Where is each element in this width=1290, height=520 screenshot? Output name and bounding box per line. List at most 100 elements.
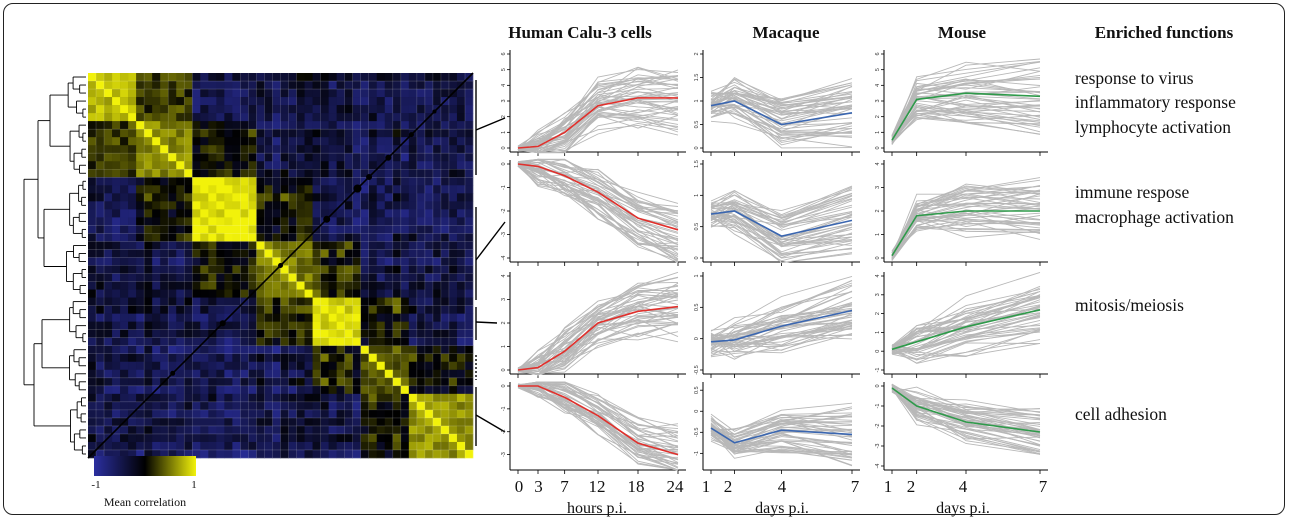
x-tick-macaque-1: 2 bbox=[724, 477, 733, 496]
y-tick-label: -3 bbox=[875, 444, 881, 449]
enriched-functions: response to virus inflammatory response … bbox=[1075, 68, 1236, 424]
y-tick-label: 3 bbox=[875, 293, 881, 296]
x-tick-macaque-0: 1 bbox=[702, 477, 711, 496]
y-tick-label: 0 bbox=[694, 256, 700, 259]
header-functions: Enriched functions bbox=[1095, 23, 1234, 42]
x-tick-human-1: 3 bbox=[534, 477, 543, 496]
y-tick-label: 1 bbox=[875, 331, 881, 334]
header-macaque: Macaque bbox=[752, 23, 820, 42]
x-tick-mouse-2: 4 bbox=[959, 477, 968, 496]
x-axis-mouse: 1 2 4 7 days p.i. bbox=[884, 477, 1048, 517]
x-tick-human-0: 0 bbox=[515, 477, 524, 496]
background-gene-line bbox=[892, 386, 1040, 452]
y-tick-label: -3 bbox=[501, 452, 507, 457]
x-tick-human-4: 18 bbox=[628, 477, 645, 496]
x-axis-human: 0 3 7 12 18 24 hours p.i. bbox=[515, 477, 684, 517]
y-tick-label: -0.5 bbox=[694, 365, 700, 374]
function-3-line-1: mitosis/meiosis bbox=[1075, 295, 1184, 315]
y-tick-label: 4 bbox=[875, 162, 881, 165]
y-tick-label: 0 bbox=[501, 146, 507, 149]
y-tick-label: 0.5 bbox=[694, 386, 700, 394]
y-tick-label: 6 bbox=[501, 52, 507, 55]
background-gene-line bbox=[892, 220, 1040, 260]
panel-2-3: -4 -3 -2 -1 0 bbox=[875, 382, 1048, 474]
panel-2-2: -1 0 1 2 3 4 bbox=[875, 272, 1048, 378]
header-mouse: Mouse bbox=[938, 23, 987, 42]
function-1-line-2: inflammatory response bbox=[1075, 92, 1236, 112]
y-tick-label: 4 bbox=[875, 274, 881, 277]
y-tick-label: 0.5 bbox=[694, 121, 700, 129]
panel-1-2: -0.5 0 0.5 1 bbox=[694, 272, 860, 378]
function-2-line-2: macrophage activation bbox=[1075, 207, 1234, 227]
y-tick-label: 1 bbox=[501, 345, 507, 348]
y-tick-label: -0.5 bbox=[694, 428, 700, 437]
y-tick-label: 1 bbox=[875, 131, 881, 134]
y-tick-label: 1 bbox=[501, 131, 507, 134]
y-tick-label: -2 bbox=[501, 429, 507, 434]
y-tick-label: 3 bbox=[875, 186, 881, 189]
y-tick-label: 2 bbox=[694, 52, 700, 55]
x-tick-human-2: 7 bbox=[560, 477, 569, 496]
legend-title: Mean correlation bbox=[104, 495, 186, 509]
y-tick-label: 4 bbox=[501, 84, 507, 87]
x-tick-human-3: 12 bbox=[589, 477, 606, 496]
legend-colorbar bbox=[94, 456, 196, 476]
y-tick-label: -3 bbox=[501, 232, 507, 237]
background-gene-line bbox=[892, 343, 1040, 363]
y-tick-label: 3 bbox=[501, 99, 507, 102]
x-tick-human-5: 24 bbox=[667, 477, 685, 496]
y-tick-label: 6 bbox=[875, 52, 881, 55]
y-tick-label: 0 bbox=[501, 368, 507, 371]
x-tick-mouse-1: 2 bbox=[907, 477, 916, 496]
y-tick-label: -1 bbox=[875, 368, 881, 373]
function-1-line-3: lymphocyte activation bbox=[1075, 117, 1231, 137]
y-tick-label: 5 bbox=[875, 68, 881, 71]
x-label-mouse: days p.i. bbox=[936, 500, 990, 517]
background-gene-line bbox=[518, 384, 678, 450]
panel-2-0: 0123456 bbox=[875, 50, 1048, 156]
y-tick-label: 3 bbox=[875, 99, 881, 102]
y-tick-label: 1 bbox=[694, 274, 700, 277]
panel-0-3: -3 -2 -1 0 bbox=[501, 382, 686, 474]
header-human: Human Calu-3 cells bbox=[508, 23, 652, 42]
y-tick-label: -1 bbox=[501, 406, 507, 411]
y-tick-label: 0.5 bbox=[694, 223, 700, 231]
y-tick-label: 1 bbox=[694, 194, 700, 197]
panel-2-1: 01234 bbox=[875, 160, 1048, 266]
y-tick-label: 1 bbox=[694, 99, 700, 102]
y-tick-label: 0.5 bbox=[694, 304, 700, 312]
y-tick-label: -2 bbox=[501, 209, 507, 214]
y-tick-label: 2 bbox=[875, 115, 881, 118]
y-tick-label: -4 bbox=[875, 464, 881, 469]
y-tick-label: 0 bbox=[875, 256, 881, 259]
y-tick-label: -1 bbox=[501, 185, 507, 190]
x-tick-mouse-3: 7 bbox=[1039, 477, 1048, 496]
correlation-heatmap bbox=[88, 73, 473, 458]
y-tick-label: 1.5 bbox=[694, 160, 700, 168]
y-tick-label: 0 bbox=[694, 337, 700, 340]
legend-min-label: -1 bbox=[91, 479, 100, 491]
y-tick-label: 2 bbox=[875, 312, 881, 315]
y-tick-label: 2 bbox=[501, 115, 507, 118]
y-tick-label: 1 bbox=[875, 233, 881, 236]
function-2-line-1: immune respose bbox=[1075, 182, 1189, 202]
y-tick-label: 3 bbox=[501, 298, 507, 301]
dendrogram bbox=[24, 77, 86, 454]
panel-0-2: 01234 bbox=[501, 272, 686, 378]
x-label-macaque: days p.i. bbox=[755, 500, 809, 517]
panel-0-1: -4-3-2-10 bbox=[501, 159, 686, 266]
y-tick-label: -1 bbox=[694, 451, 700, 456]
y-tick-label: 0 bbox=[875, 350, 881, 353]
legend-max-label: 1 bbox=[191, 479, 197, 491]
x-axis-macaque: 1 2 4 7 days p.i. bbox=[702, 477, 860, 517]
y-tick-label: 0 bbox=[694, 410, 700, 413]
panel-1-1: 0 0.5 1 1.5 bbox=[694, 160, 860, 266]
y-tick-label: 4 bbox=[875, 84, 881, 87]
cluster-brackets bbox=[476, 80, 505, 446]
line-plot-panels: 0 1 2 3 4 5 6 -4 -3 -2 -1 0 0 1 2 3 4 -3 -2 -1 0 0 0.5 1 1.5 2 0 0.… bbox=[501, 50, 1048, 474]
y-tick-label: 1.5 bbox=[694, 74, 700, 82]
function-1-line-1: response to virus bbox=[1075, 68, 1194, 88]
x-tick-mouse-0: 1 bbox=[884, 477, 893, 496]
y-tick-label: -2 bbox=[875, 424, 881, 429]
